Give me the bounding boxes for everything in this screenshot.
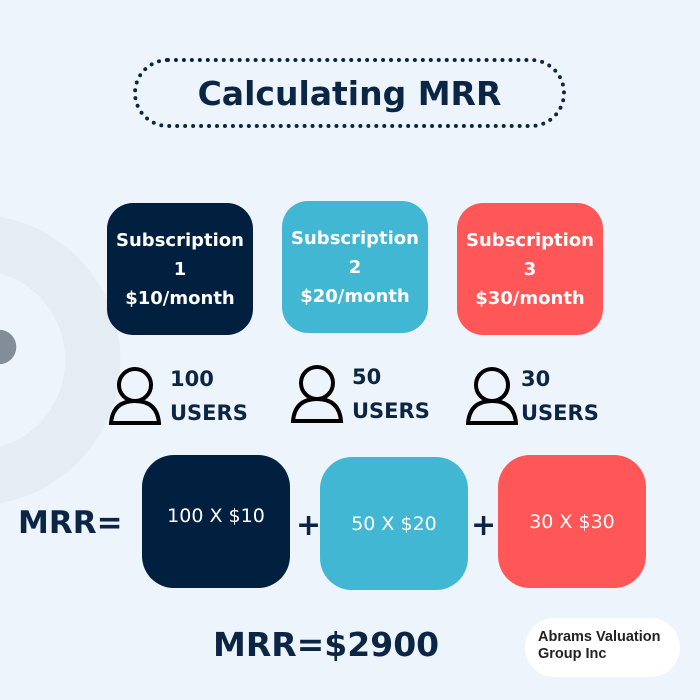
users-count-1: 100 USERS [108, 362, 248, 430]
subscription-card-1: Subscription 1 $10/month [107, 203, 253, 335]
logo-line-2: Group Inc [538, 646, 607, 662]
subscription-number: 2 [348, 256, 362, 278]
users-count-2: 50 USERS [290, 360, 430, 428]
company-logo: Abrams Valuation Group Inc [525, 618, 680, 677]
user-icon [290, 365, 344, 423]
formula-box-3: 30 X $30 [498, 455, 646, 588]
users-label: USERS [521, 401, 599, 425]
subscription-price: $20/month [300, 285, 410, 307]
user-icon [465, 367, 519, 425]
formula-box-1: 100 X $10 [142, 455, 290, 588]
subscription-name: Subscription [291, 227, 419, 249]
users-number: 100 [170, 367, 214, 391]
user-icon [108, 367, 162, 425]
users-number: 30 [521, 367, 551, 391]
subscription-name: Subscription [116, 229, 244, 251]
mrr-label: MRR= [18, 505, 123, 541]
plus-sign-1: + [296, 508, 322, 543]
subscription-number: 1 [173, 258, 187, 280]
subscription-price: $30/month [475, 287, 585, 309]
users-count-3: 30 USERS [465, 362, 599, 430]
formula-box-2: 50 X $20 [320, 457, 468, 590]
subscription-card-3: Subscription 3 $30/month [457, 203, 603, 335]
page-title: Calculating MRR [133, 58, 566, 128]
logo-line-1: Abrams Valuation [538, 629, 661, 645]
subscription-number: 3 [523, 258, 537, 280]
subscription-price: $10/month [125, 287, 235, 309]
mrr-total: MRR=$2900 [213, 625, 440, 664]
users-label: USERS [170, 401, 248, 425]
users-number: 50 [352, 365, 382, 389]
subscription-name: Subscription [466, 229, 594, 251]
users-label: USERS [352, 399, 430, 423]
plus-sign-2: + [471, 508, 497, 543]
subscription-card-2: Subscription 2 $20/month [282, 201, 428, 333]
